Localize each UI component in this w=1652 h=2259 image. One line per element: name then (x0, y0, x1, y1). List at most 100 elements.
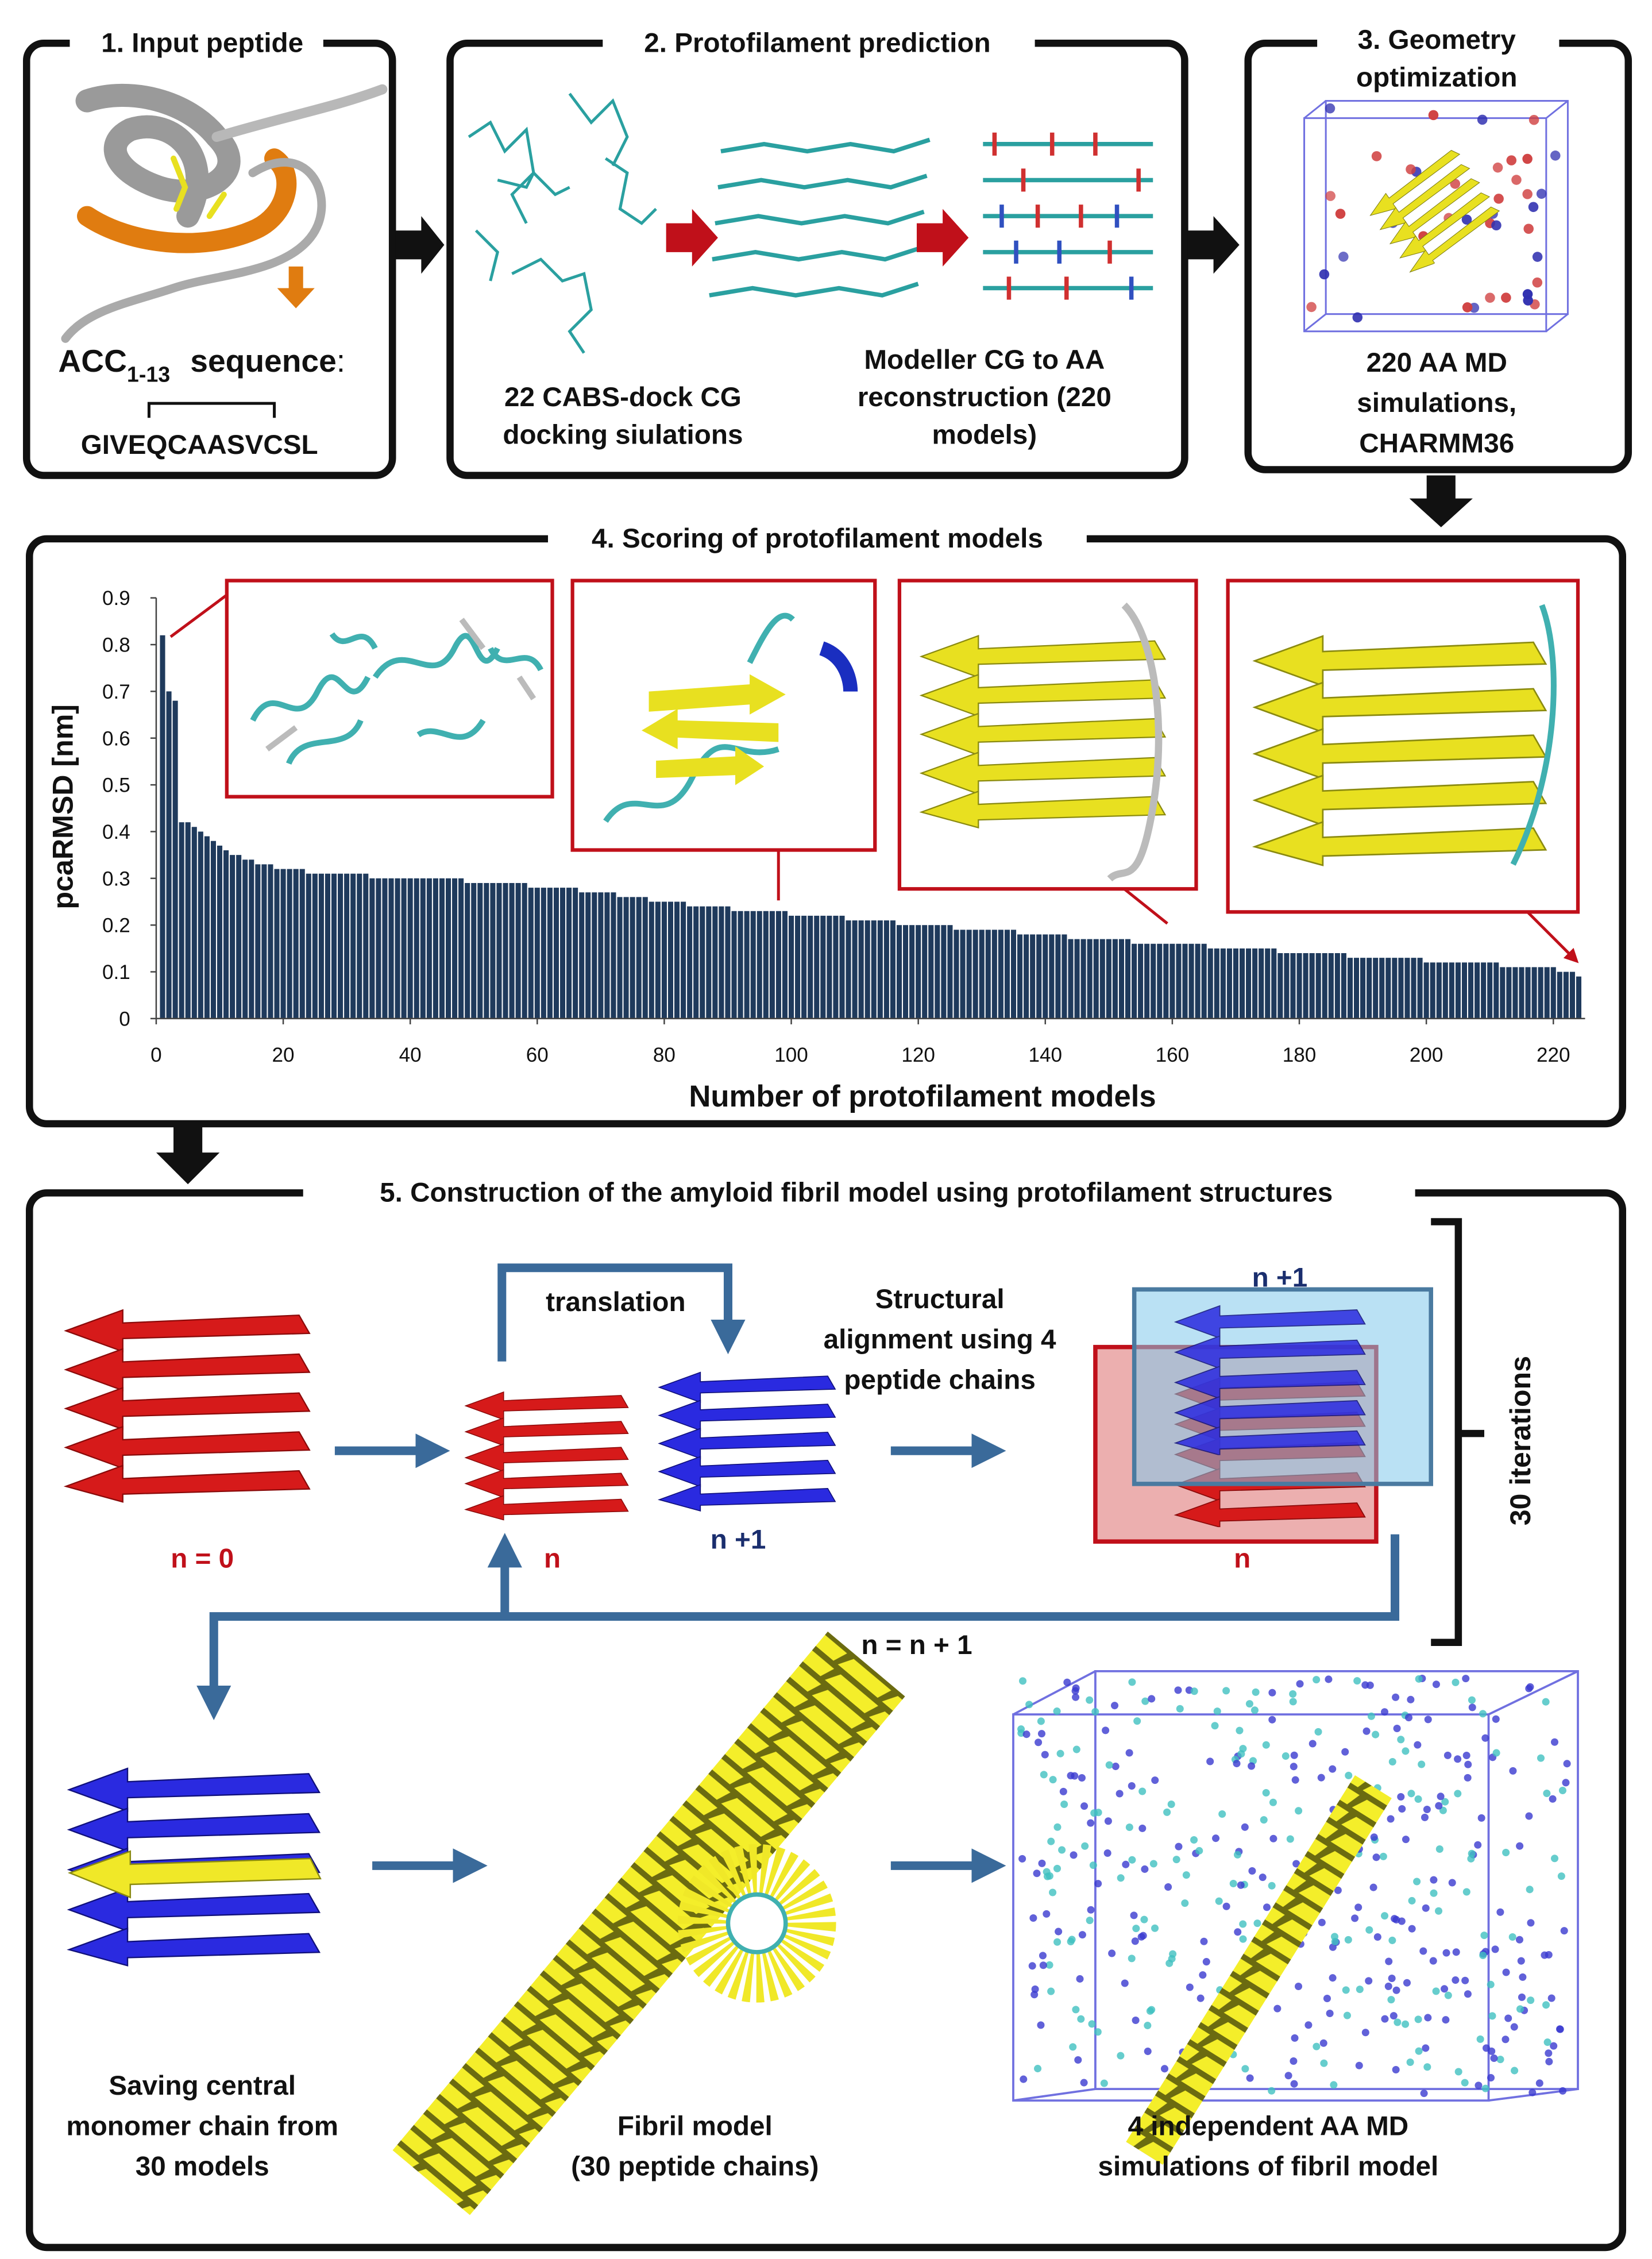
ion (1141, 1865, 1149, 1873)
flow-arrow (1409, 475, 1473, 527)
bar (249, 859, 254, 1019)
ion (1434, 1907, 1443, 1915)
ion (1441, 1798, 1449, 1806)
protofilament-aa (983, 132, 1153, 300)
ion (1047, 1837, 1055, 1845)
bar (1201, 943, 1207, 1019)
ion (1485, 292, 1495, 303)
ion (1509, 1767, 1517, 1775)
ion (1504, 2014, 1512, 2022)
ion (1338, 252, 1349, 262)
x-tick-label: 0 (150, 1044, 162, 1066)
ion (1343, 2011, 1351, 2019)
bar (1080, 939, 1086, 1019)
ion (1558, 1786, 1566, 1794)
title-gap (70, 26, 323, 64)
ion (1067, 1937, 1075, 1945)
bar (1373, 958, 1379, 1019)
ion (1354, 1903, 1362, 1911)
panel-title: 2. Protofilament prediction (644, 28, 990, 58)
ion (1391, 1915, 1399, 1923)
bar (846, 920, 851, 1019)
caption: monomer chain from (66, 2111, 338, 2141)
ion (1022, 1730, 1030, 1738)
ion (1246, 2074, 1254, 2082)
ion (1380, 1708, 1389, 1716)
bar (972, 930, 978, 1019)
ion (1474, 1841, 1482, 1849)
bar (179, 822, 184, 1019)
ion (1475, 2081, 1483, 2090)
bar (433, 878, 438, 1019)
ion (1269, 1798, 1277, 1806)
ion (1461, 2079, 1469, 2087)
bar (573, 888, 578, 1019)
x-tick-label: 40 (399, 1044, 422, 1066)
bar (1195, 943, 1201, 1019)
bar (509, 882, 515, 1019)
bar (338, 873, 343, 1019)
ion (1522, 153, 1533, 164)
bar (896, 925, 902, 1019)
sequence: GIVEQCAASVCSL (81, 430, 318, 460)
bar (979, 930, 985, 1019)
ion (1148, 1695, 1156, 1703)
step-arrow (916, 209, 969, 267)
ion (1215, 1897, 1223, 1905)
ion (1041, 1751, 1049, 1759)
ion (1407, 1695, 1415, 1703)
bar (1220, 948, 1226, 1019)
ion (1532, 277, 1543, 288)
step-label: n = n + 1 (861, 1630, 972, 1660)
peptide-structure (61, 83, 388, 343)
state-label: n (544, 1543, 561, 1574)
ion (1292, 1860, 1300, 1868)
ion (1444, 1991, 1452, 1999)
ion (1059, 1787, 1067, 1795)
bar (909, 925, 915, 1019)
bar (293, 869, 299, 1019)
bar (1296, 953, 1302, 1019)
bar (1182, 943, 1188, 1019)
ion (1462, 1752, 1470, 1760)
state-label: n +1 (711, 1525, 766, 1555)
ion (1323, 1995, 1331, 2003)
ion (1116, 1790, 1124, 1798)
ion (1542, 1698, 1550, 1706)
y-tick-label: 0.2 (102, 915, 130, 937)
bar (1004, 930, 1010, 1019)
bar (242, 859, 248, 1019)
ion (1443, 1751, 1452, 1759)
bar (1068, 939, 1074, 1019)
ion (1160, 2065, 1169, 2073)
bar (559, 888, 566, 1019)
y-tick-label: 0.6 (102, 727, 130, 750)
bar (1385, 958, 1391, 1019)
ion (1291, 1776, 1299, 1784)
bar (1303, 953, 1309, 1019)
ion (1511, 2067, 1519, 2075)
ion (1361, 2029, 1369, 2037)
ion (1043, 1868, 1051, 1876)
ion (1356, 1986, 1364, 1994)
orange-arrow (277, 266, 315, 309)
bar (693, 906, 699, 1019)
ion (1151, 1924, 1159, 1932)
ion (1519, 1973, 1527, 1981)
ion (1268, 1716, 1276, 1724)
bar (1024, 934, 1029, 1019)
ion (1547, 1994, 1555, 2002)
bar (966, 930, 972, 1019)
caption: 4 independent AA MD (1128, 2111, 1409, 2141)
ion (1526, 1886, 1534, 1894)
bar (1151, 943, 1156, 1019)
bar (490, 882, 496, 1019)
ion (1372, 1730, 1380, 1738)
ion (1131, 1937, 1139, 1945)
ion (1035, 1738, 1043, 1747)
ion (1550, 1855, 1559, 1863)
ion (1241, 2065, 1249, 2073)
flow-arrow (156, 1126, 220, 1185)
ion (1056, 1749, 1064, 1757)
ion (1100, 2079, 1108, 2087)
